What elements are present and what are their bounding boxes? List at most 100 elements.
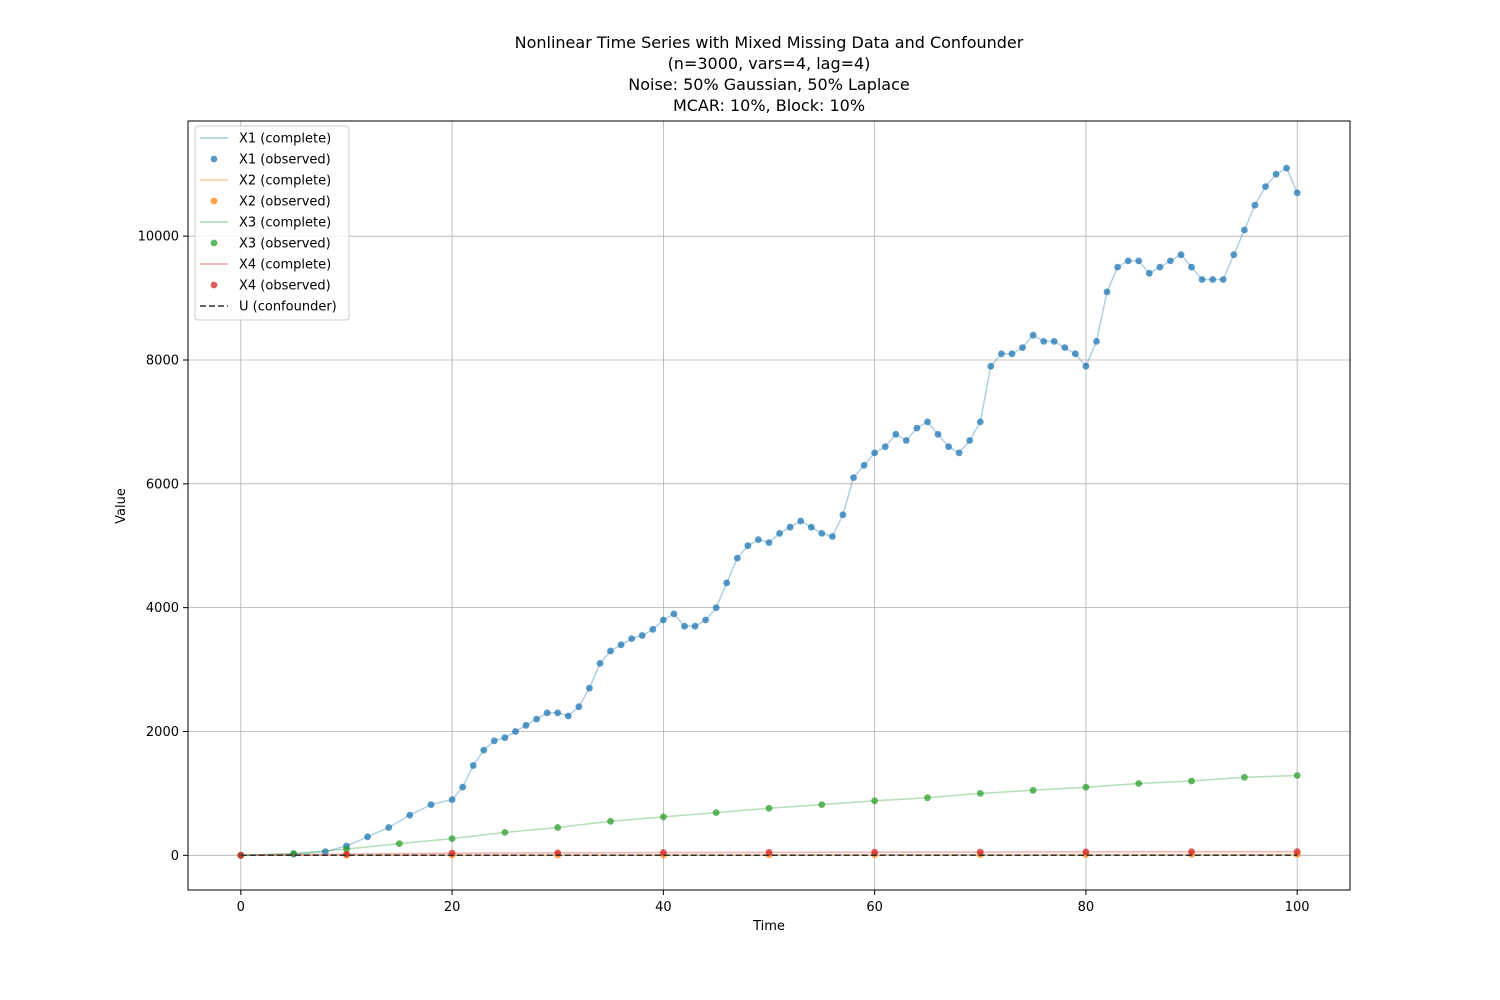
series-x1-point xyxy=(586,684,593,692)
x-tick-label: 60 xyxy=(866,900,883,915)
series-x1-point xyxy=(1114,263,1121,271)
series-x1-point xyxy=(839,511,847,519)
series-x1-point xyxy=(712,604,720,612)
title-line-4: MCAR: 10%, Block: 10% xyxy=(673,96,865,115)
series-x1-point xyxy=(744,542,752,550)
title-line-1: Nonlinear Time Series with Mixed Missing… xyxy=(515,33,1024,52)
series-x1-point xyxy=(818,530,826,537)
series-x3-point xyxy=(501,829,509,836)
series-x4-point xyxy=(1082,848,1090,856)
series-x1-point xyxy=(1040,338,1048,345)
series-x1-point xyxy=(976,418,984,426)
series-x3-point xyxy=(607,817,614,825)
series-x1-point xyxy=(924,418,931,426)
series-x3-point xyxy=(395,840,403,847)
series-x1-point xyxy=(955,449,963,457)
series-x1-point xyxy=(966,437,974,444)
series-x1-point xyxy=(1082,362,1090,370)
series-x1-point xyxy=(1283,164,1290,172)
legend-x4-marker-swatch xyxy=(210,281,218,289)
series-x3-point xyxy=(448,835,456,842)
series-x1-point xyxy=(1209,276,1217,283)
series-x1-point xyxy=(1177,251,1185,259)
series-x1-point xyxy=(1050,338,1058,345)
series-x1-point xyxy=(702,616,709,624)
legend-label: X1 (complete) xyxy=(239,132,331,147)
series-x4-point xyxy=(660,849,667,856)
y-tick-label: 8000 xyxy=(146,353,179,368)
legend-label: X4 (complete) xyxy=(239,258,331,273)
title-line-2: (n=3000, vars=4, lag=4) xyxy=(668,54,871,73)
series-x1-point xyxy=(638,632,646,639)
series-x1-point xyxy=(1103,288,1111,296)
series-x3-point xyxy=(343,845,350,853)
y-tick-label: 2000 xyxy=(146,725,179,740)
series-x1-point xyxy=(765,539,773,546)
series-x1-point xyxy=(1029,331,1037,339)
title-line-3: Noise: 50% Gaussian, 50% Laplace xyxy=(628,75,910,94)
series-x1-point xyxy=(913,424,921,432)
series-x1-point xyxy=(385,824,393,831)
series-x1-point xyxy=(1008,350,1016,358)
series-x3-point xyxy=(818,801,826,808)
chart-title: Nonlinear Time Series with Mixed Missing… xyxy=(515,33,1024,115)
series-x1-point xyxy=(501,734,509,742)
series-x1-point xyxy=(871,449,878,457)
series-x3-point xyxy=(1241,773,1248,781)
series-x1-point xyxy=(797,517,805,525)
series-x1-point xyxy=(881,443,889,451)
series-x1-point xyxy=(596,660,604,667)
series-x3-point xyxy=(1082,783,1090,791)
series-x4-point xyxy=(871,848,878,856)
series-x1-point xyxy=(945,443,952,451)
x-tick-label: 20 xyxy=(444,900,461,915)
legend-x3-marker-swatch xyxy=(210,239,218,247)
series-x4-point xyxy=(1293,848,1301,855)
series-x4-point xyxy=(343,850,350,858)
series-x1-point xyxy=(1293,189,1301,197)
legend-x1-marker-swatch xyxy=(210,155,218,163)
series-x1-point xyxy=(902,437,910,444)
series-x1-point xyxy=(807,523,815,531)
series-x1-point xyxy=(934,430,942,438)
series-x4-point xyxy=(1188,848,1195,855)
y-axis-label: Value xyxy=(114,488,129,524)
series-x1-point xyxy=(628,635,636,642)
series-x1-point xyxy=(607,647,614,655)
series-x3-point xyxy=(1029,786,1037,794)
series-x1-point xyxy=(512,728,519,735)
series-x1-point xyxy=(554,709,562,717)
series-x1-point xyxy=(427,801,435,808)
series-x3-point xyxy=(765,804,773,812)
series-x3-point xyxy=(554,824,562,831)
legend-label: X1 (observed) xyxy=(239,153,331,168)
y-tick-label: 10000 xyxy=(138,230,179,245)
series-x1-point xyxy=(860,461,868,469)
series-x1-point xyxy=(987,362,995,370)
series-x3-point xyxy=(924,794,931,802)
y-tick-label: 6000 xyxy=(146,477,179,492)
series-x1-point xyxy=(522,721,530,729)
plot-area xyxy=(188,121,1350,890)
x-tick-label: 100 xyxy=(1285,900,1310,915)
legend-label: X2 (observed) xyxy=(239,195,331,210)
series-x3-point xyxy=(1188,777,1195,785)
series-x1-point xyxy=(480,746,488,754)
series-x1-point xyxy=(998,350,1005,358)
series-x1-point xyxy=(1272,170,1280,178)
series-x1-point xyxy=(850,474,857,481)
series-x3-point xyxy=(871,797,878,805)
series-x1-point xyxy=(1188,263,1195,271)
legend-label: X3 (observed) xyxy=(239,237,331,252)
legend-label: X2 (complete) xyxy=(239,174,331,189)
series-x1-point xyxy=(564,712,572,720)
series-x1-point xyxy=(723,579,731,587)
legend-x2-marker-swatch xyxy=(210,197,218,205)
y-tick-label: 0 xyxy=(171,849,179,864)
series-x1-point xyxy=(1093,338,1100,345)
series-x3-point xyxy=(712,809,720,816)
legend: X1 (complete) X1 (observed) X2 (complete) X… xyxy=(194,125,350,321)
series-x3-point xyxy=(660,813,667,821)
series-x1-point xyxy=(829,533,836,540)
